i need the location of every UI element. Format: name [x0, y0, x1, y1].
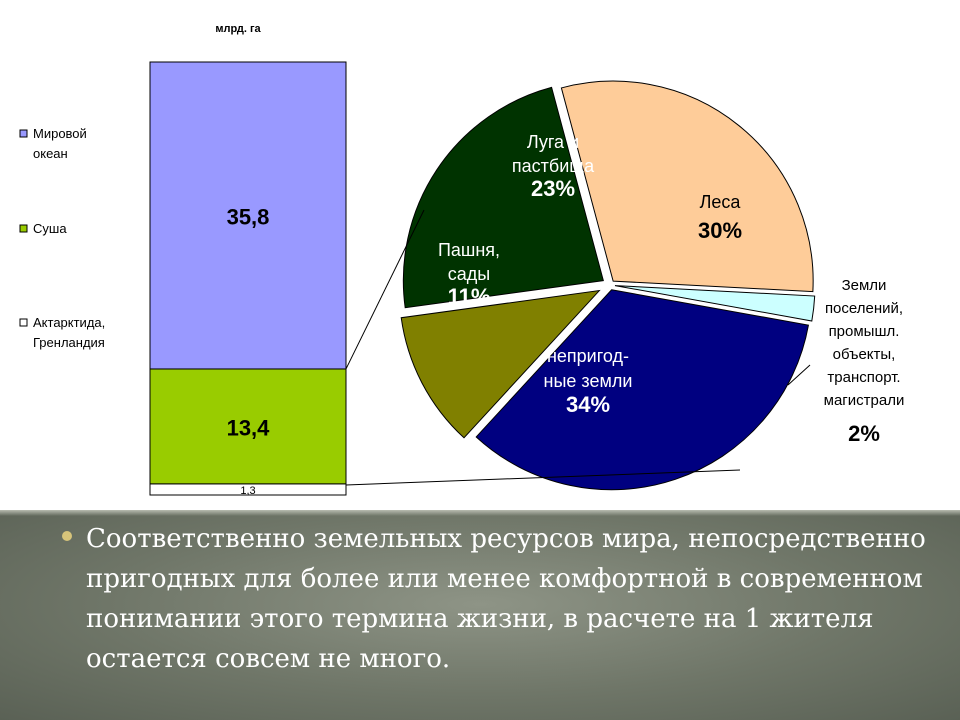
bullet-text: Соответственно земельных ресурсов мира, … — [86, 524, 926, 674]
pie-label-settlement-2: промышл. — [829, 323, 900, 340]
pie-label-meadow-2: 23% — [531, 176, 575, 201]
pie-label-arable-1: сады — [448, 264, 490, 284]
legend-label-1-0: Суша — [33, 221, 67, 236]
bar-segment-label-2: 35,8 — [227, 204, 270, 229]
pie-label-settlement-5: магистрали — [824, 392, 905, 409]
pie-label-settlement-3: объекты, — [833, 346, 896, 363]
pie-label-unsuitable-1: ные земли — [544, 371, 633, 391]
pie-slice-0 — [560, 80, 814, 293]
pie-label-settlement-value: 2% — [848, 421, 880, 446]
bar-unit-label: млрд. га — [215, 23, 261, 35]
bottom-panel — [0, 510, 960, 720]
pie-label-meadow-1: пастбища — [512, 156, 595, 176]
legend-swatch-1 — [19, 224, 28, 233]
pie-label-settlement-4: транспорт. — [827, 369, 900, 386]
legend-swatch-0 — [19, 129, 28, 138]
settlement-leader-line — [787, 364, 811, 386]
pie-label-unsuitable-0: непригод- — [547, 346, 629, 366]
pie-label-arable-0: Пашня, — [438, 240, 500, 260]
legend-label-0-1: океан — [33, 146, 68, 161]
pie-slice-3 — [400, 289, 601, 439]
pie-label-settlement-1: поселений, — [825, 300, 903, 317]
bar-segment-2 — [149, 61, 347, 370]
bar-segment-1 — [149, 368, 347, 485]
chart-area: 1,3 13,4 35,8 млрд. га Мировой океан Суша Актар… — [19, 23, 905, 497]
pie-label-meadow-0: Луга и — [527, 132, 579, 152]
chart-svg: 1,3 13,4 35,8 млрд. га Мировой океан Суша Актар… — [19, 23, 905, 497]
bullet-icon — [62, 531, 72, 541]
connector-line-bottom — [345, 469, 741, 486]
legend-label-2-0: Актарктида, — [33, 315, 105, 330]
pie-label-forest-1: 30% — [698, 218, 742, 243]
pie-slice-2 — [475, 289, 810, 491]
bar-segment-label-1: 13,4 — [227, 415, 271, 440]
pie-label-settlement-0: Земли — [842, 277, 887, 294]
connector-line-top — [345, 209, 425, 370]
bar-segment-label-0: 1,3 — [240, 485, 255, 497]
legend-label-0-0: Мировой — [33, 126, 87, 141]
pie-label-unsuitable-2: 34% — [566, 392, 610, 417]
legend-swatch-2 — [19, 318, 28, 327]
pie-label-arable-2: 11% — [448, 284, 491, 309]
pie-slice-1 — [614, 285, 816, 322]
legend-label-2-1: Гренландия — [33, 335, 105, 350]
pie-slice-4 — [402, 86, 604, 309]
pie-label-forest-0: Леса — [700, 192, 742, 212]
